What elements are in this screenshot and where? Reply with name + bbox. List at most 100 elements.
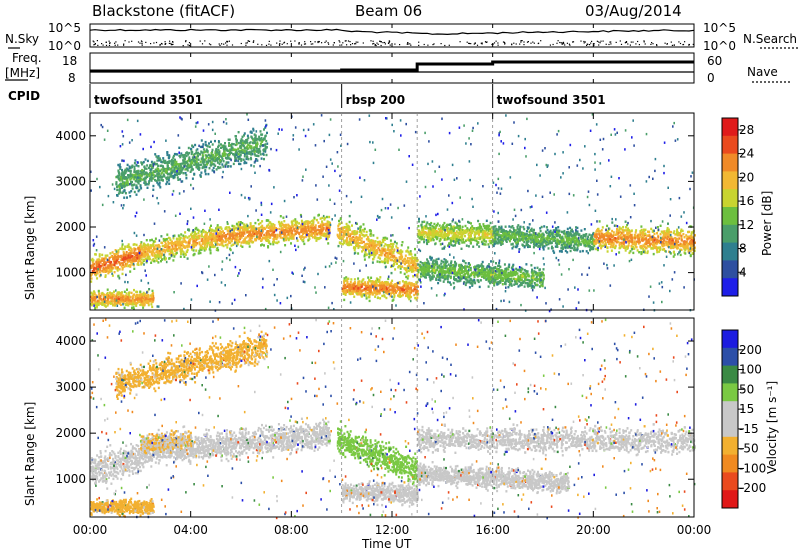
scatter-cell: [357, 244, 359, 247]
scatter-cell: [376, 283, 379, 287]
scatter-cell: [436, 262, 439, 265]
scatter-cell: [466, 227, 469, 230]
scatter-cell: [351, 291, 354, 294]
scatter-cell: [402, 287, 405, 290]
scatter-cell: [138, 256, 141, 260]
scatter-cell: [456, 225, 459, 229]
scatter-cell: [241, 226, 244, 229]
scatter-cell: [143, 242, 145, 245]
scatter-cell: [466, 265, 469, 268]
scatter-cell: [569, 226, 572, 230]
scatter-cell: [450, 264, 452, 267]
scatter-cell: [295, 220, 298, 224]
scatter-cell: [526, 281, 529, 285]
scatter-cell: [401, 288, 404, 292]
noise-search-dot: [569, 44, 571, 46]
scatter-cell: [557, 232, 560, 235]
scatter-cell: [376, 289, 379, 292]
scatter-cell: [91, 264, 94, 267]
scatter-cell: [326, 227, 329, 230]
noise-search-dot: [538, 42, 540, 44]
scatter-cell: [220, 231, 223, 234]
scatter-cell: [366, 247, 369, 251]
noise-search-dot: [503, 41, 505, 43]
scatter-cell: [278, 222, 281, 226]
scatter-cell: [312, 223, 315, 227]
scatter-cell: [353, 283, 355, 286]
scatter-cell: [163, 249, 166, 252]
noise-search-dot: [131, 40, 133, 42]
scatter-cell: [426, 241, 428, 244]
scatter-cell: [449, 241, 452, 245]
scatter-cell: [155, 247, 158, 251]
scatter-cell: [406, 249, 409, 252]
scatter-cell: [328, 225, 331, 228]
scatter-cell: [376, 240, 379, 244]
scatter-cell: [521, 275, 524, 278]
scatter-cell: [454, 278, 457, 281]
noise-search-dot: [240, 42, 242, 45]
scatter-cell: [161, 241, 164, 245]
scatter-cell: [405, 294, 407, 298]
scatter-cell: [487, 272, 490, 276]
scatter-cell: [216, 246, 219, 250]
scatter-cell: [427, 229, 430, 232]
scatter-cell: [467, 233, 470, 236]
scatter-cell: [471, 283, 474, 286]
scatter-cell: [343, 226, 346, 229]
scatter-cell: [235, 236, 238, 240]
scatter-cell: [350, 286, 353, 289]
noise-search-dot: [532, 41, 534, 43]
scatter-cell: [457, 234, 460, 237]
scatter-cell: [232, 234, 235, 237]
scatter-cell: [345, 291, 347, 294]
scatter-cell: [157, 254, 160, 257]
scatter-cell: [206, 232, 209, 235]
scatter-cell: [209, 252, 212, 255]
scatter-cell: [265, 226, 268, 229]
noise-search-dot: [584, 41, 586, 43]
scatter-cell: [107, 272, 110, 275]
scatter-cell: [481, 236, 484, 239]
scatter-cell: [433, 265, 436, 269]
scatter-cell: [431, 225, 434, 228]
scatter-cell: [231, 231, 234, 235]
scatter-cell: [228, 235, 231, 238]
scatter-cell: [380, 250, 383, 253]
scatter-cell: [250, 227, 253, 230]
freq-panel: Freq. [MHz] 18 8 60 0 Nave: [5, 51, 790, 85]
scatter-cell: [303, 236, 306, 239]
scatter-cell: [290, 235, 293, 239]
scatter-cell: [208, 244, 211, 247]
scatter-cell: [294, 232, 297, 235]
scatter-cell: [421, 220, 424, 224]
scatter-cell: [415, 269, 418, 272]
scatter-cell: [111, 274, 114, 277]
noise-search-dot: [610, 43, 612, 45]
scatter-cell: [145, 239, 148, 242]
scatter-cell: [423, 238, 425, 241]
scatter-cell: [188, 241, 191, 244]
scatter-cell: [282, 224, 285, 227]
scatter-cell: [396, 247, 399, 250]
scatter-cell: [166, 233, 169, 236]
scatter-cell: [407, 259, 410, 263]
scatter-cell: [300, 228, 303, 232]
scatter-cell: [450, 237, 453, 240]
scatter-cell: [350, 278, 353, 281]
scatter-cell: [447, 237, 450, 240]
scatter-cell: [474, 267, 477, 271]
scatter-cell: [129, 249, 132, 252]
scatter-cell: [180, 233, 183, 236]
scatter-cell: [137, 254, 140, 257]
scatter-cell: [316, 233, 319, 236]
scatter-cell: [405, 285, 407, 288]
scatter-cell: [121, 243, 124, 246]
scatter-cell: [388, 244, 390, 247]
scatter-cell: [436, 274, 439, 277]
scatter-cell: [487, 269, 490, 272]
scatter-cell: [323, 218, 326, 221]
scatter-cell: [374, 295, 377, 298]
scatter-cell: [459, 275, 462, 278]
